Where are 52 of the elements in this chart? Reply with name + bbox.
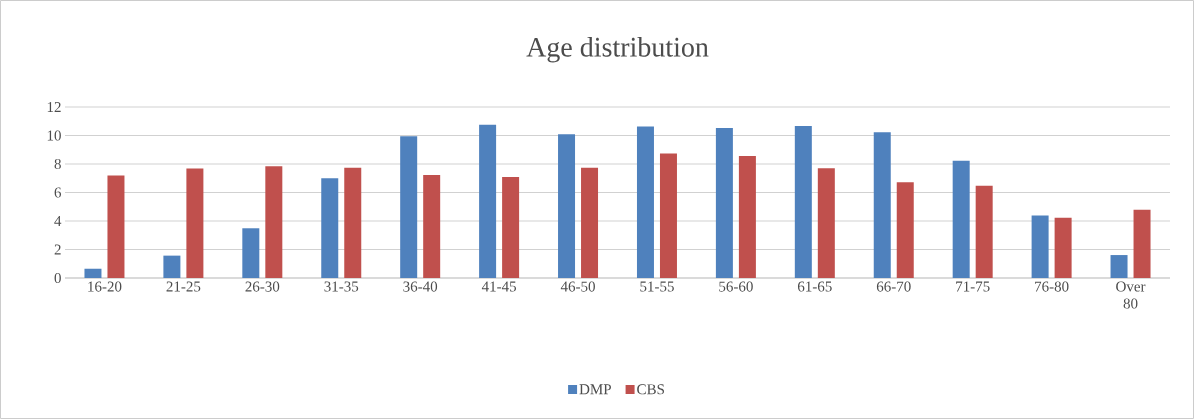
bar <box>794 125 812 278</box>
bar <box>242 228 260 278</box>
y-tick-label: 6 <box>54 187 62 198</box>
bar <box>84 268 102 278</box>
y-tick-label: 12 <box>47 102 61 112</box>
bar <box>952 160 970 278</box>
bar <box>896 182 914 278</box>
x-tick-label: 76-80 <box>1035 281 1069 292</box>
bar <box>321 178 339 278</box>
x-tick-label: 66-70 <box>876 281 911 292</box>
y-tick-label: 10 <box>47 130 61 141</box>
bar <box>817 168 835 278</box>
bar <box>502 177 520 278</box>
legend-label: CBS <box>637 384 664 395</box>
bar <box>581 167 599 278</box>
bar <box>107 175 125 278</box>
bar <box>1133 209 1151 278</box>
bar <box>344 167 362 278</box>
bar <box>479 124 497 278</box>
x-tick-label: 41-45 <box>481 281 517 292</box>
bar <box>873 132 891 278</box>
bar <box>423 175 441 278</box>
bar <box>715 127 733 278</box>
bar <box>636 126 654 278</box>
bar <box>1054 217 1072 278</box>
legend-label: DMP <box>579 384 611 395</box>
bar <box>1110 255 1128 278</box>
x-tick-label: 61-65 <box>797 281 832 292</box>
x-tick-label: 36-40 <box>403 281 438 292</box>
x-tick-label: 21-25 <box>166 281 201 292</box>
bar <box>400 136 418 278</box>
y-tick-label: 0 <box>54 272 61 284</box>
y-tick-label: 4 <box>54 216 62 226</box>
x-tick-label: 56-60 <box>719 281 753 292</box>
bar <box>1031 215 1049 278</box>
x-tick-label: 31-35 <box>324 281 359 292</box>
bar <box>738 155 756 278</box>
bar <box>265 166 283 278</box>
y-tick-label: 2 <box>54 244 61 255</box>
bar <box>975 185 993 278</box>
x-tick-label: 16-20 <box>88 281 122 292</box>
bar <box>186 168 204 278</box>
bar <box>163 255 181 278</box>
bar <box>558 134 576 278</box>
y-tick-label: 8 <box>54 158 61 170</box>
x-tick-label: 71-75 <box>956 281 990 292</box>
bar <box>659 153 677 278</box>
x-tick-label: 46-50 <box>560 281 595 292</box>
chart-title: Age distribution <box>526 36 709 63</box>
x-tick-label: 26-30 <box>245 281 280 292</box>
x-tick-label: 51-55 <box>640 281 674 292</box>
x-tick-label: Over 80 <box>1116 281 1146 309</box>
